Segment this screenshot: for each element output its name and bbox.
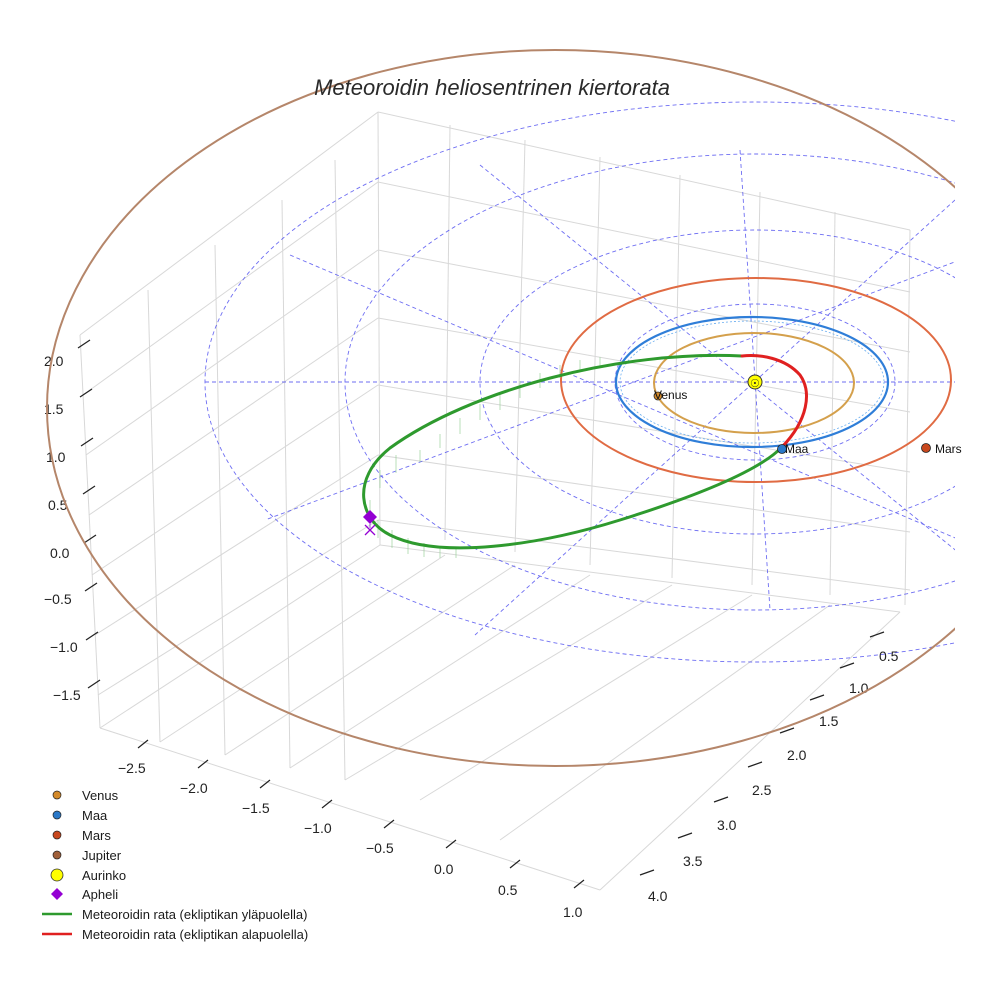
ecliptic-spoke [479, 164, 955, 551]
sun-symbol: ☉ [750, 378, 760, 390]
ecliptic-spoke [264, 261, 955, 521]
y-tick-label: 3.0 [717, 817, 737, 833]
legend-label: Apheli [82, 887, 118, 902]
chart-title: Meteoroidin heliosentrinen kiertorata [314, 75, 670, 100]
earth-label: Maa [785, 442, 809, 456]
legend-label: Venus [82, 788, 119, 803]
z-tick-label: 2.0 [44, 353, 64, 369]
legend-label: Aurinko [82, 868, 126, 883]
venus-marker [653, 391, 663, 401]
legend-label: Mars [82, 828, 111, 843]
legend: Venus Maa Mars Jupiter Aurinko Apheli Me… [42, 788, 308, 942]
earth-orbit [614, 315, 890, 449]
z-tick-label: 0.5 [48, 497, 68, 513]
meteoroid-orbit [362, 353, 808, 550]
planet-orbits [46, 49, 955, 767]
aphelion-projection [364, 524, 376, 536]
x-tick-labels: −2.5 −2.0 −1.5 −1.0 −0.5 0.0 0.5 1.0 [118, 760, 583, 920]
y-tick-label: 1.5 [819, 713, 839, 729]
x-tick-marks [137, 739, 585, 889]
y-tick-label: 2.5 [752, 782, 772, 798]
y-tick-marks [639, 631, 885, 876]
z-tick-labels: 2.0 1.5 1.0 0.5 0.0 −0.5 −1.0 −1.5 [44, 353, 81, 703]
legend-marker-sun [50, 868, 64, 882]
jupiter-orbit [46, 49, 955, 767]
y-tick-label: 2.0 [787, 747, 807, 763]
z-tick-marks [77, 339, 101, 689]
legend-marker-earth [52, 810, 62, 820]
ecliptic-spoke [289, 254, 955, 539]
legend-label: Meteoroidin rata (ekliptikan yläpuolella… [82, 907, 307, 922]
venus-orbit [653, 332, 855, 434]
z-tick-label: −1.5 [53, 687, 81, 703]
drop-lines [369, 357, 601, 558]
mars-marker [921, 443, 931, 453]
z-tick-label: −1.0 [50, 639, 78, 655]
x-tick-label: 1.0 [563, 904, 583, 920]
orbit-below-ecliptic [740, 354, 808, 449]
z-tick-label: 1.5 [44, 401, 64, 417]
x-tick-label: −0.5 [366, 840, 394, 856]
x-tick-label: −1.5 [242, 800, 270, 816]
legend-label: Meteoroidin rata (ekliptikan alapuolella… [82, 927, 308, 942]
mars-orbit [560, 277, 952, 483]
x-tick-label: −2.5 [118, 760, 146, 776]
earth-marker [777, 444, 787, 454]
x-tick-label: 0.0 [434, 861, 454, 877]
z-tick-label: −0.5 [44, 591, 72, 607]
z-tick-label: 0.0 [50, 545, 70, 561]
sun: ☉ [747, 374, 763, 390]
aphelion-diamond [363, 510, 377, 524]
ecliptic-grid [204, 101, 955, 663]
x-tick-label: 0.5 [498, 882, 518, 898]
x-tick-label: −1.0 [304, 820, 332, 836]
y-tick-label: 1.0 [849, 680, 869, 696]
y-tick-label: 3.5 [683, 853, 703, 869]
ecliptic-spoke [474, 199, 955, 636]
z-tick-label: 1.0 [46, 449, 66, 465]
y-tick-labels: 0.5 1.0 1.5 2.0 2.5 3.0 3.5 4.0 [648, 648, 899, 904]
legend-marker-mars [52, 830, 62, 840]
legend-marker-jupiter [52, 850, 62, 860]
venus-label: Venus [654, 388, 687, 402]
mars-label: Mars [935, 442, 962, 456]
axes-grid [79, 111, 911, 891]
aphelion-marker [363, 510, 377, 536]
earth-orbit-inner [619, 320, 885, 444]
y-tick-label: 4.0 [648, 888, 668, 904]
orbit-above-ecliptic [362, 353, 784, 550]
y-tick-label: 0.5 [879, 648, 899, 664]
legend-marker-venus [52, 790, 62, 800]
legend-label: Jupiter [82, 848, 122, 863]
legend-label: Maa [82, 808, 108, 823]
x-tick-label: −2.0 [180, 780, 208, 796]
legend-marker-aphelion [51, 888, 63, 900]
